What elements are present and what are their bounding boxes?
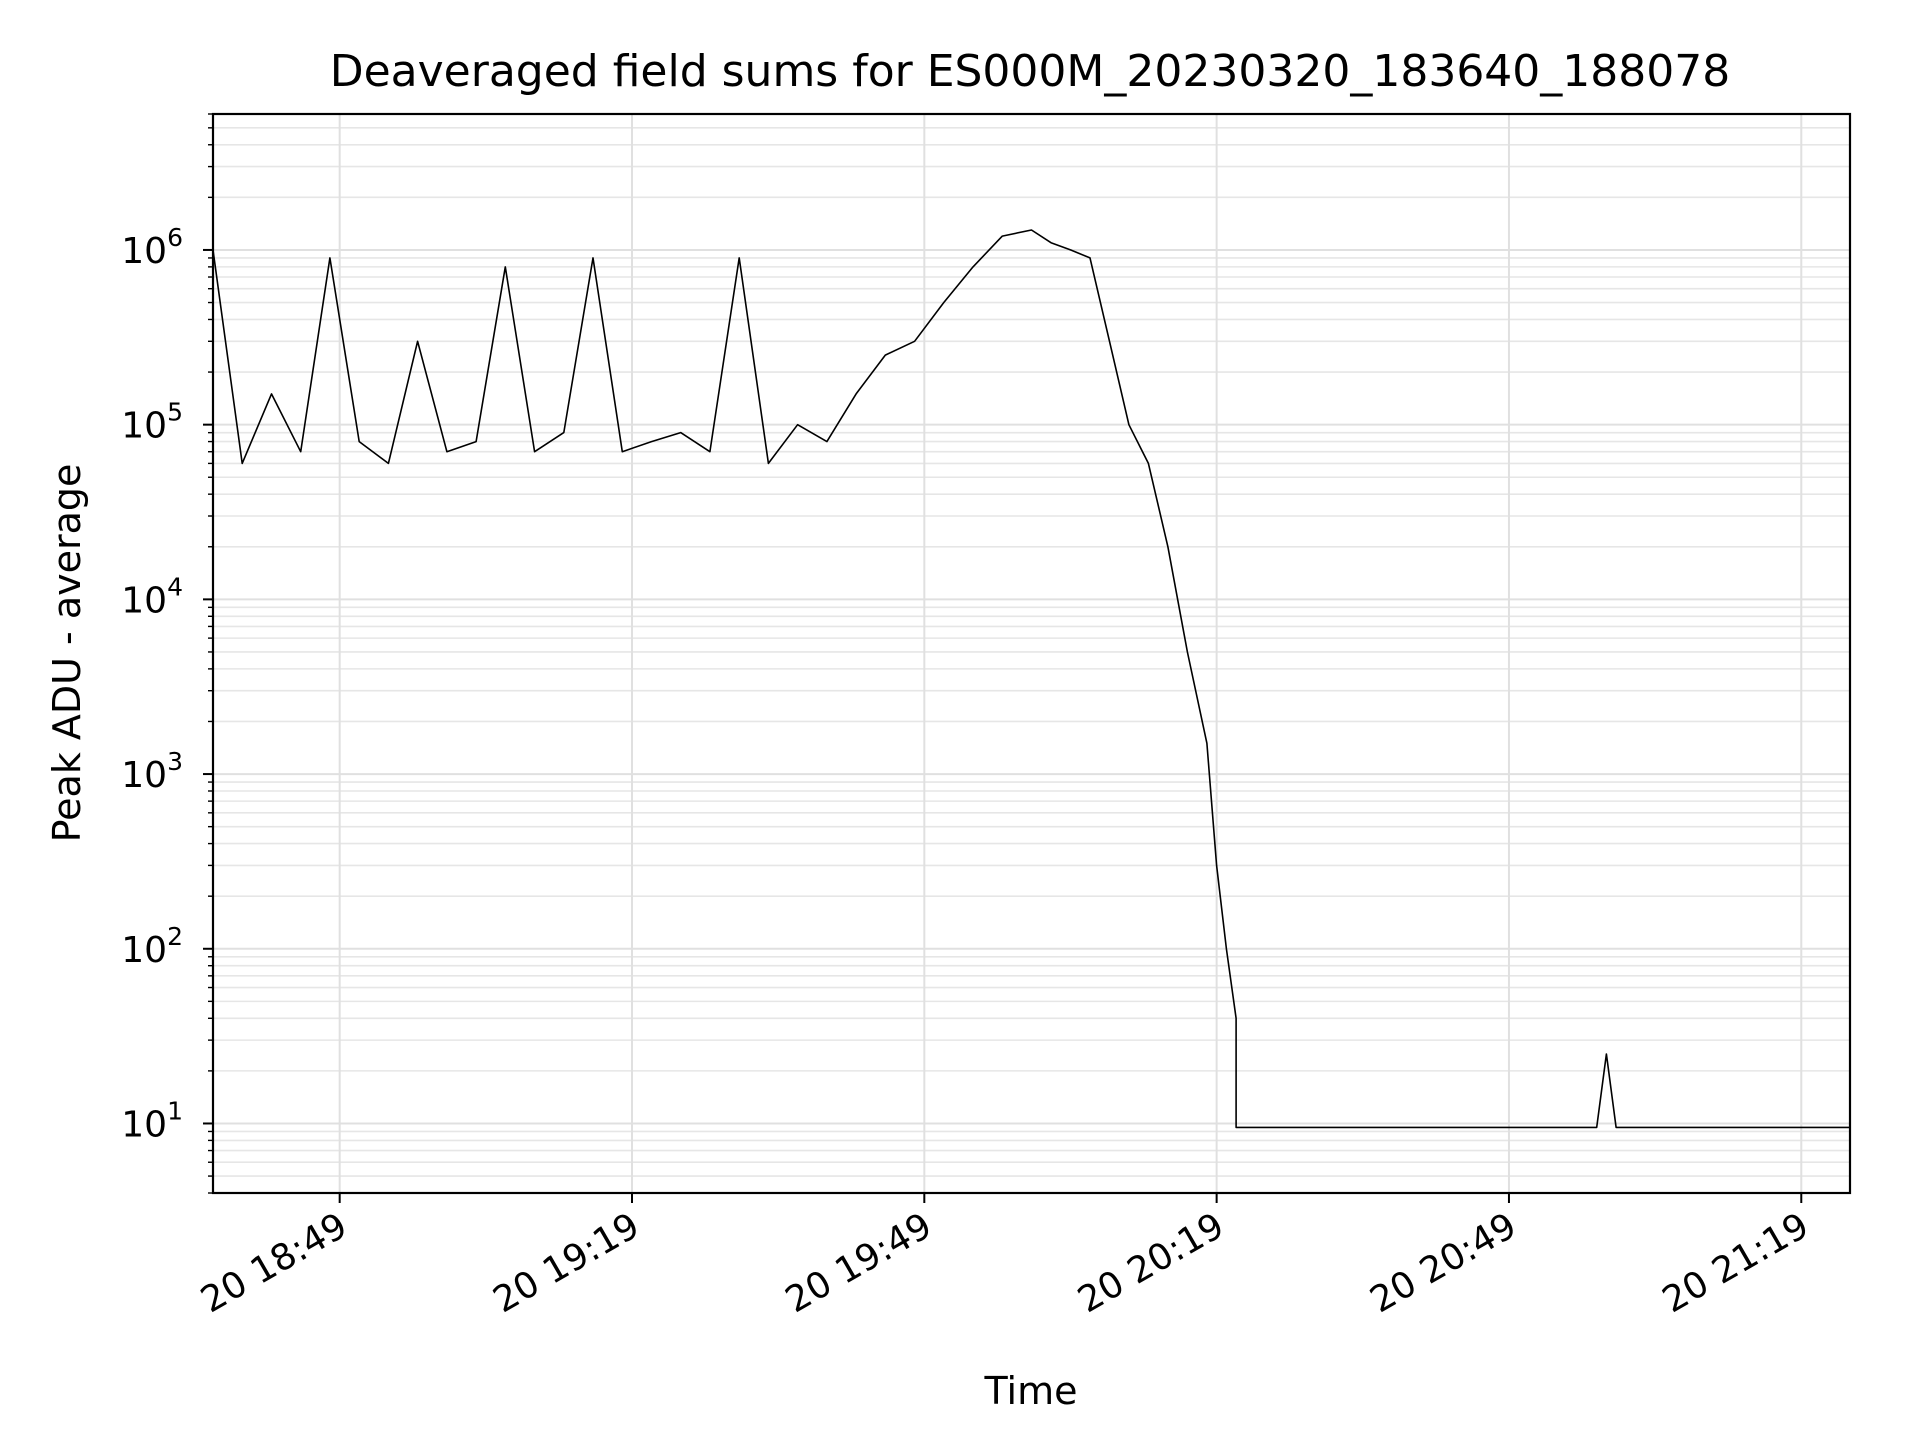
grid xyxy=(213,113,1850,1194)
series-layer xyxy=(212,229,1850,1129)
y-tick-label: 104 xyxy=(121,572,183,621)
y-tick-label: 103 xyxy=(121,747,183,796)
y-axis-label: Peak ADU - average xyxy=(45,464,89,843)
x-axis-label: Time xyxy=(984,1369,1078,1413)
chart-title: Deaveraged field sums for ES000M_2023032… xyxy=(330,46,1731,97)
series-line xyxy=(212,229,1850,1129)
y-axis: 101 102 103 104 105 106 xyxy=(121,113,213,1194)
y-tick-label: 106 xyxy=(121,223,183,272)
y-tick-label: 105 xyxy=(121,398,183,447)
plot-frame xyxy=(211,112,1852,1195)
y-tick-label: 102 xyxy=(121,922,183,971)
y-tick-label: 101 xyxy=(121,1096,183,1145)
